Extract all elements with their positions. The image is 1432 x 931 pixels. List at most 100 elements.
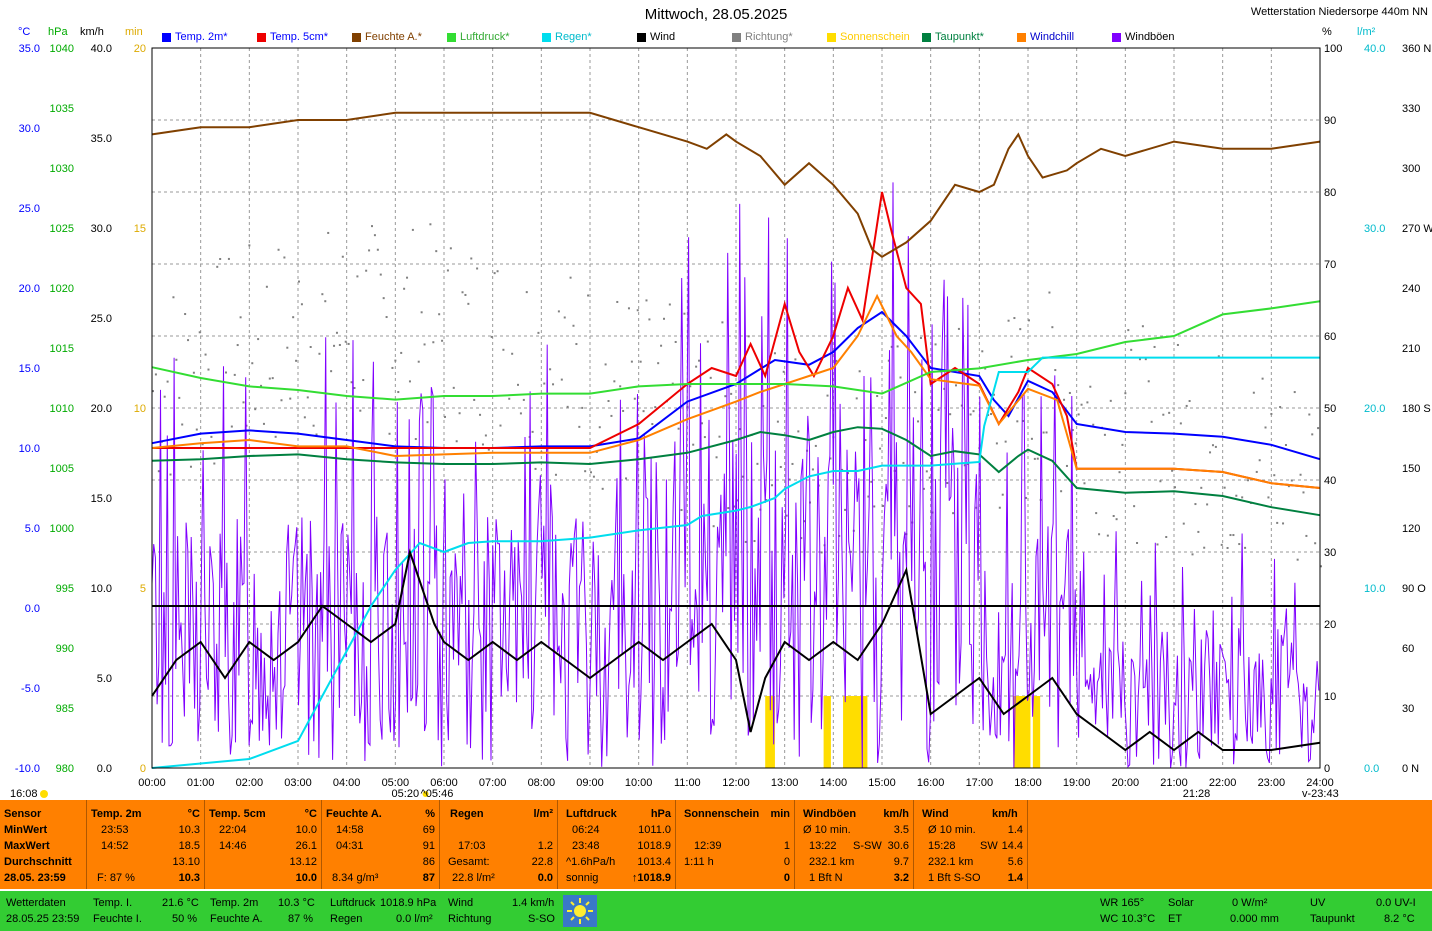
- direction-point: [587, 294, 590, 297]
- current-panel: Wetterdaten 28.05.25 23:59 Temp. I. 21.6…: [0, 891, 1432, 931]
- direction-point: [1247, 479, 1249, 482]
- feuchte-i-value: 50 %: [172, 913, 198, 925]
- direction-point: [455, 440, 458, 443]
- y-tick-label: 120: [1402, 523, 1420, 535]
- direction-point: [464, 293, 467, 296]
- direction-point: [984, 367, 987, 370]
- sunshine-header: Sonnenschein: [684, 808, 760, 820]
- direction-point: [908, 505, 911, 508]
- gusts-max-time: 13:22: [809, 840, 837, 852]
- y-tick-label: 40: [1324, 475, 1336, 487]
- y-tick-label: 980: [56, 763, 74, 775]
- direction-point: [887, 359, 890, 362]
- gusts-avg-val: 3.5: [893, 824, 909, 836]
- direction-point: [1226, 546, 1229, 549]
- y-tick-label: 20.0: [1364, 403, 1385, 415]
- pressure-trend: ^1.6hPa/h: [566, 856, 616, 868]
- humidity-unit: %: [425, 808, 435, 820]
- direction-point: [406, 276, 409, 279]
- direction-point: [1171, 469, 1174, 472]
- direction-point: [613, 380, 616, 383]
- y-tick-label: 90 O: [1402, 583, 1426, 595]
- direction-point: [698, 359, 701, 362]
- direction-point: [496, 270, 499, 273]
- direction-point: [1077, 413, 1080, 416]
- wind-avg-label: Ø 10 min.: [928, 824, 976, 836]
- direction-point: [484, 434, 487, 437]
- direction-point: [1206, 503, 1209, 506]
- direction-point: [1211, 444, 1214, 447]
- direction-point: [1130, 348, 1133, 351]
- stats-gusts: Windböen km/h Ø 10 min. 3.5 13:22 S-SW 30.6 …: [795, 800, 914, 889]
- direction-point: [800, 537, 803, 540]
- direction-point: [388, 432, 391, 435]
- wind-max-dir: SW: [980, 840, 998, 852]
- sunshine-bar: [823, 696, 831, 768]
- legend-item: Regen*: [542, 31, 592, 43]
- direction-point: [1071, 429, 1074, 432]
- temp2m-min-val: 10.3: [178, 824, 200, 836]
- direction-point: [1182, 522, 1185, 525]
- direction-point: [1162, 413, 1165, 416]
- direction-point: [400, 351, 403, 354]
- humidity-min-val: 69: [422, 824, 435, 836]
- direction-point: [721, 321, 724, 324]
- y-tick-label: 100: [1324, 43, 1342, 55]
- direction-point: [1095, 512, 1098, 515]
- y-tick-label: 5.0: [97, 673, 112, 685]
- direction-point: [1118, 471, 1121, 474]
- direction-point: [1092, 423, 1095, 426]
- direction-point: [157, 470, 160, 473]
- row-max: MaxWert: [4, 840, 50, 852]
- direction-point: [882, 504, 884, 507]
- regen-label: Regen: [330, 913, 363, 925]
- direction-point: [747, 335, 750, 338]
- direction-point: [1089, 385, 1092, 388]
- direction-point: [546, 448, 549, 451]
- direction-point: [277, 248, 280, 251]
- direction-point: [835, 359, 838, 362]
- y-tick-label: 35.0: [19, 43, 40, 55]
- direction-point: [493, 272, 496, 275]
- direction-point: [1063, 398, 1066, 401]
- direction-point: [280, 399, 283, 402]
- row-avg: Durchschnitt: [4, 856, 72, 868]
- direction-point: [765, 499, 768, 502]
- direction-point: [642, 410, 645, 413]
- x-tick-label: 15:00: [868, 777, 896, 789]
- direction-point: [353, 387, 356, 390]
- direction-point: [1153, 345, 1156, 348]
- temp5cm-header: Temp. 5cm: [209, 808, 266, 820]
- direction-point: [966, 462, 969, 465]
- x-tick-label: 05:00: [382, 777, 410, 789]
- direction-point: [671, 382, 674, 385]
- direction-point: [154, 373, 157, 376]
- temp2m-cur-label: Temp. 2m: [210, 897, 259, 909]
- direction-point: [1176, 343, 1179, 346]
- y-tick-label: 90: [1324, 115, 1336, 127]
- rain-header: Regen: [450, 808, 484, 820]
- direction-point: [610, 414, 613, 417]
- direction-point: [668, 303, 671, 306]
- direction-point: [236, 344, 239, 347]
- direction-point: [1001, 493, 1004, 496]
- direction-point: [706, 340, 709, 343]
- direction-point: [265, 285, 268, 288]
- y-tick-label: 990: [56, 643, 74, 655]
- direction-point: [324, 300, 327, 303]
- direction-point: [1141, 325, 1144, 328]
- direction-point: [829, 457, 832, 460]
- direction-point: [181, 423, 184, 426]
- direction-point: [1168, 411, 1171, 414]
- direction-point: [458, 412, 461, 415]
- direction-point: [1188, 400, 1191, 403]
- direction-point: [268, 377, 271, 380]
- direction-point: [861, 550, 864, 553]
- direction-point: [849, 550, 852, 553]
- stats-wind: Wind km/h Ø 10 min. 1.4 15:28 SW 14.4 232.1 …: [914, 800, 1028, 889]
- wind-max-time: 15:28: [928, 840, 956, 852]
- direction-point: [657, 362, 660, 365]
- direction-point: [1080, 403, 1083, 406]
- direction-point: [201, 443, 204, 446]
- x-tick-label: 07:00: [479, 777, 507, 789]
